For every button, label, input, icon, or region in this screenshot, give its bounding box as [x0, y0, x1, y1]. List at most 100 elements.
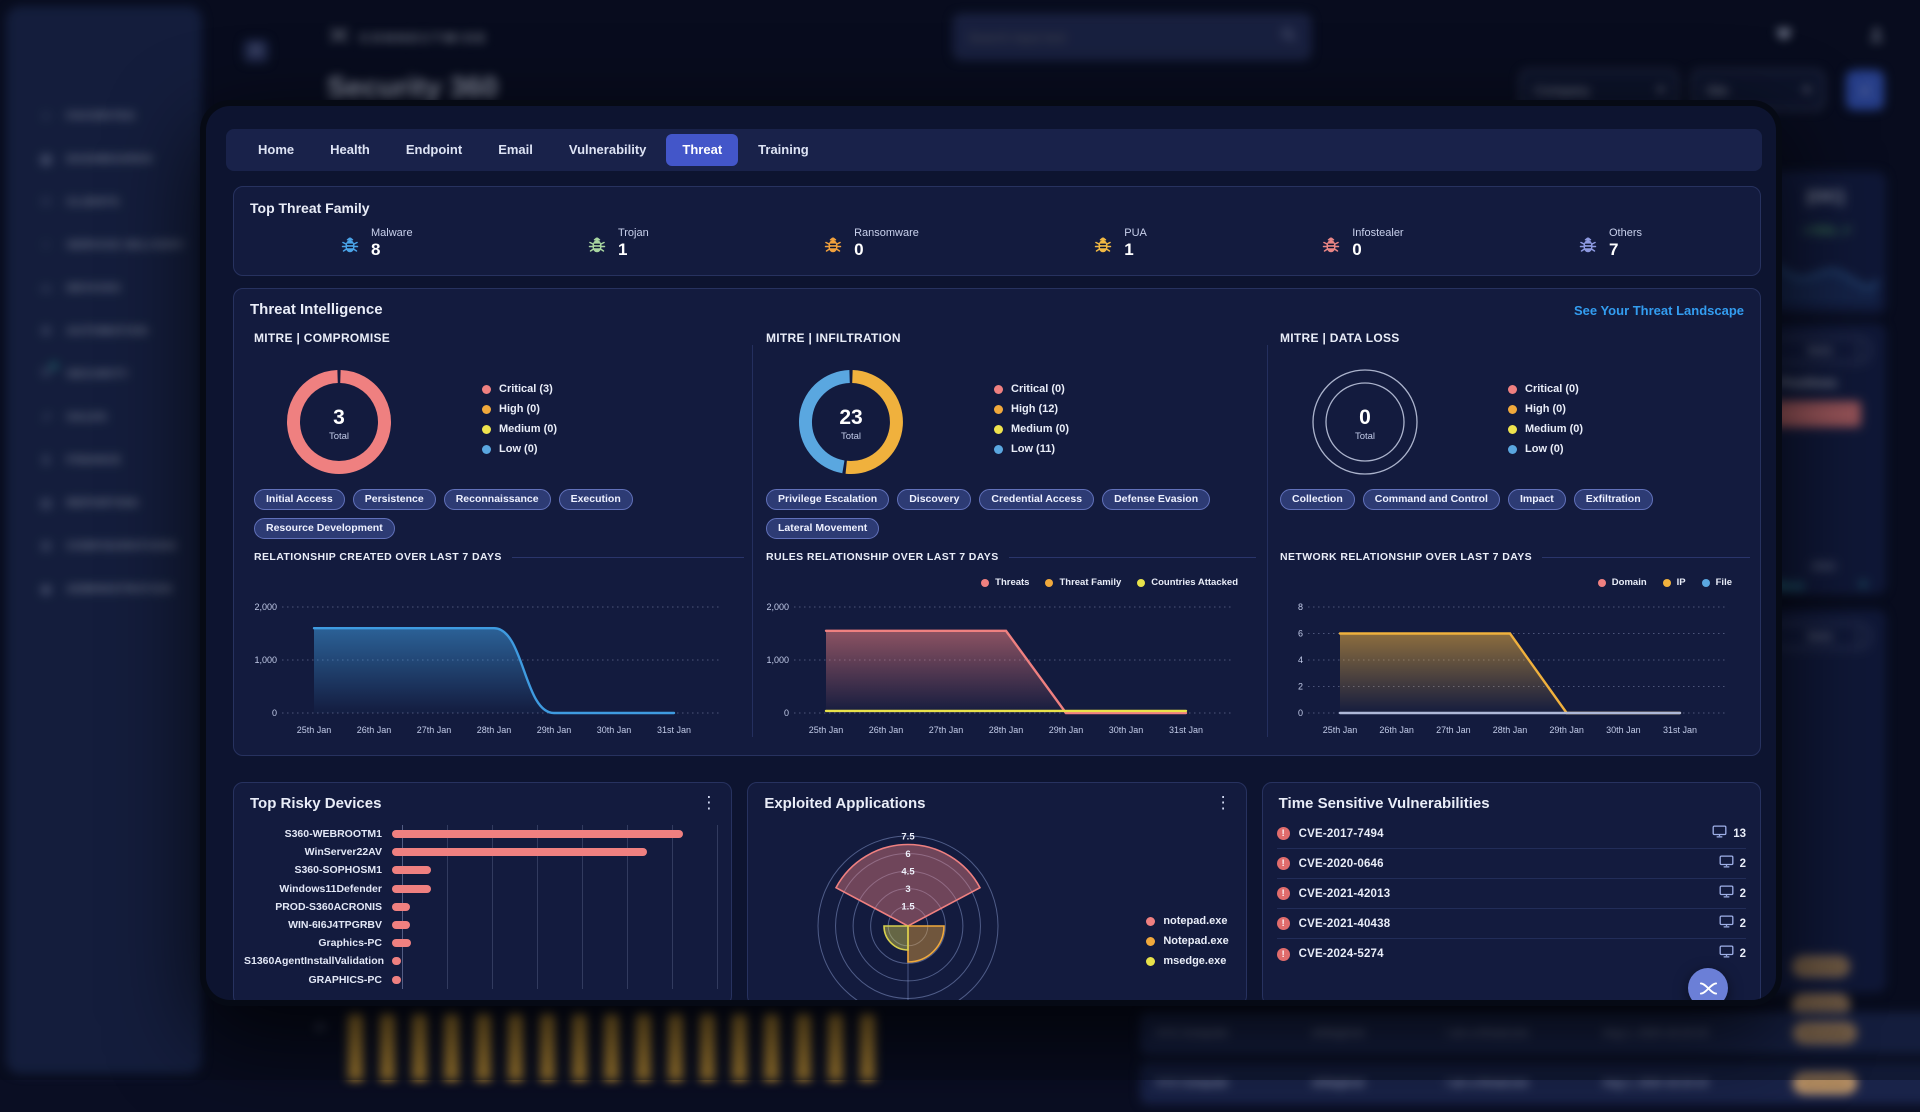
sidebar-item-devices[interactable]: ▭ DEVICES [6, 266, 202, 309]
global-search[interactable] [953, 14, 1311, 60]
wrench-icon: ⚙ [40, 323, 52, 338]
bug-icon [1319, 233, 1343, 262]
tactic-chip[interactable]: Exfiltration [1573, 489, 1653, 510]
svg-text:28th Jan: 28th Jan [989, 725, 1024, 735]
sidebar-item-sales[interactable]: ↗ SALES [6, 395, 202, 438]
sidebar-collapse-button[interactable]: ☰ [244, 40, 268, 62]
tactic-chip[interactable]: Credential Access [979, 489, 1095, 510]
monitor-icon: ▭ [40, 280, 52, 295]
sidebar-item-reporting[interactable]: ▤ REPORTING [6, 481, 202, 524]
bar-label: Graphics-PC [318, 937, 382, 950]
bar-row[interactable]: S360-WEBROOTM1 [244, 825, 719, 843]
view-more-plus-icon[interactable]: + [1859, 576, 1868, 593]
cve-row[interactable]: ! CVE-2024-5274 2 [1276, 939, 1746, 969]
sidebar-item-label: CLIENTS [67, 195, 120, 208]
connectwise-fab-button[interactable] [1688, 968, 1728, 1000]
tab-home[interactable]: Home [258, 142, 295, 157]
sidebar-item-configurations[interactable]: ⊞ CONFIGURATIONS [6, 524, 202, 567]
kebab-menu-icon[interactable]: ⋮ [700, 793, 718, 812]
area-chart: 2,000 1,000 0 25th Jan 26th Jan 27th Jan 28th … [254, 595, 744, 742]
svg-text:0: 0 [1298, 708, 1303, 718]
legend-dot-icon [1045, 578, 1054, 587]
card-title: Exploited Applications [764, 795, 926, 812]
chart-legend: Domain IP File [1597, 577, 1732, 588]
favorites-heart-icon[interactable] [1776, 26, 1792, 46]
cve-row[interactable]: ! CVE-2021-42013 2 [1276, 879, 1746, 909]
cve-list: ! CVE-2017-7494 13! CVE-2020-0646 2! CVE-2021… [1276, 819, 1746, 969]
sidebar-item-dashboards[interactable]: ▦ DASHBOARDS [6, 137, 202, 180]
tactic-chip[interactable]: Collection [1280, 489, 1355, 510]
tactic-chip[interactable]: Resource Development [254, 518, 395, 539]
bug-icon [821, 233, 845, 262]
severity-donut-chart: 3 Total [274, 357, 404, 492]
kebab-menu-icon[interactable]: ⋮ [1851, 342, 1866, 359]
cve-row[interactable]: ! CVE-2017-7494 13 [1276, 819, 1746, 849]
tactic-chip[interactable]: Impact [1507, 489, 1566, 510]
threat-family-label: PUA [1124, 227, 1147, 239]
tactic-chip[interactable]: Lateral Movement [766, 518, 880, 539]
bar-row[interactable]: S360-SOPHOSM1 [244, 861, 719, 879]
tactic-chip[interactable]: Reconnaissance [443, 489, 551, 510]
legend-dot-icon [1146, 956, 1156, 966]
bar-fill [392, 957, 402, 966]
export-button[interactable]: ⤓ [1846, 70, 1884, 110]
severity-donut-chart: 23 Total [786, 357, 916, 492]
svg-text:27th Jan: 27th Jan [929, 725, 964, 735]
tab-threat[interactable]: Threat [666, 134, 739, 166]
tactic-chip[interactable]: Initial Access [254, 489, 345, 510]
config-icon: ⊞ [40, 538, 52, 553]
bar-row[interactable]: Graphics-PC [244, 934, 719, 952]
sidebar-item-automation[interactable]: ⚙ AUTOMATION [6, 309, 202, 352]
bar-row[interactable]: WinServer22AV [244, 843, 719, 861]
panel-divider [1267, 345, 1268, 737]
tab-vulnerability[interactable]: Vulnerability [568, 142, 647, 157]
bar-row[interactable]: Windows11Defender [244, 880, 719, 898]
bar-track [392, 902, 719, 911]
tab-training[interactable]: Training [758, 142, 809, 157]
cve-count-value: 2 [1739, 917, 1746, 930]
bar-row[interactable]: GRAPHICS-PC [244, 971, 719, 989]
threat-landscape-link[interactable]: See Your Threat Landscape [1573, 303, 1744, 318]
sidebar-item-administration[interactable]: ◉ ADMINISTRATION [6, 567, 202, 610]
svg-text:27th Jan: 27th Jan [417, 725, 452, 735]
sidebar-item-clients[interactable]: ⚇ CLIENTS [6, 180, 202, 223]
chart-legend-item: Countries Attacked [1137, 577, 1238, 588]
legend-row: msedge.exe [1146, 951, 1228, 971]
mitre-panel-0: MITRE | COMPROMISE 3 Total Critical (3) High… [254, 329, 744, 749]
chart-legend-label: Threat Family [1059, 577, 1122, 588]
tab-health[interactable]: Health [330, 142, 370, 157]
threat-family-text: Malware 8 [371, 227, 413, 260]
bar-row[interactable]: PROD-S360ACRONIS [244, 898, 719, 916]
tactic-chip[interactable]: Execution [558, 489, 633, 510]
shield-icon: ⛨ [38, 363, 57, 381]
bar [796, 1014, 811, 1080]
tactic-chip[interactable]: Discovery [897, 489, 972, 510]
sidebar-item-service-delivery[interactable]: ♢ SERVICE DELIVERY [6, 223, 202, 266]
sidebar-item-favorites[interactable]: ☆ FAVORITES [6, 94, 202, 137]
star-icon: ☆ [40, 108, 52, 123]
tactic-chip[interactable]: Persistence [352, 489, 436, 510]
bar-row[interactable]: WIN-6I6J4TPGRBV [244, 916, 719, 934]
legend-dot-icon [1701, 578, 1710, 587]
sidebar-item-finance[interactable]: $ FINANCE [6, 438, 202, 481]
bar [572, 1014, 587, 1080]
tactic-chip[interactable]: Privilege Escalation [766, 489, 890, 510]
legend-label: High (0) [1525, 403, 1566, 415]
kebab-menu-icon[interactable]: ⋮ [1214, 793, 1232, 812]
tab-email[interactable]: Email [498, 142, 533, 157]
sidebar-item-label: REPORTING [67, 496, 140, 509]
cve-row[interactable]: ! CVE-2021-40438 2 [1276, 909, 1746, 939]
tab-endpoint[interactable]: Endpoint [405, 142, 463, 157]
user-profile-icon[interactable] [1868, 26, 1885, 48]
search-input[interactable] [968, 29, 1281, 45]
legend-dot-icon [1662, 578, 1671, 587]
bar-label: S1360AgentInstallValidation [244, 955, 385, 968]
kebab-menu-icon[interactable]: ⋮ [1851, 628, 1866, 645]
tactic-chip[interactable]: Defense Evasion [1102, 489, 1211, 510]
bar-row[interactable]: S1360AgentInstallValidation [244, 952, 719, 970]
legend-dot-icon [994, 404, 1003, 414]
tactic-chip[interactable]: Command and Control [1362, 489, 1500, 510]
chart-legend-label: Threats [995, 577, 1030, 588]
sidebar-item-security[interactable]: ⛨ SECURITY [6, 352, 202, 395]
cve-row[interactable]: ! CVE-2020-0646 2 [1276, 849, 1746, 879]
